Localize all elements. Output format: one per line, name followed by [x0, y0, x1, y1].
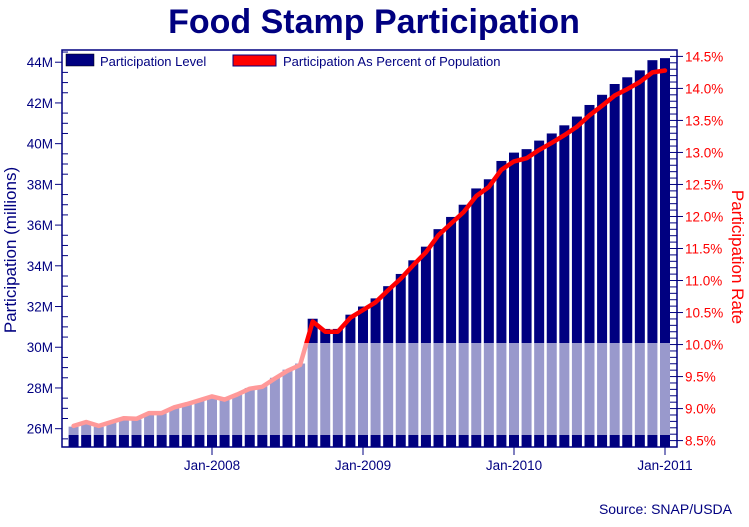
right-tick-label: 9.0% [685, 402, 716, 417]
left-tick-label: 42M [27, 96, 53, 111]
rate-point [638, 80, 642, 84]
rate-point [361, 308, 365, 312]
bar [68, 426, 79, 447]
legend-swatch-rate [232, 54, 277, 67]
x-tick-label: Jan-2010 [486, 458, 542, 473]
bar [446, 216, 457, 447]
rate-point [323, 330, 327, 334]
bar [660, 58, 670, 448]
rate-point [487, 185, 491, 189]
bar [647, 60, 658, 448]
left-tick-label: 30M [27, 340, 53, 355]
right-tick-label: 12.5% [685, 177, 723, 192]
legend-label-level: Participation Level [100, 54, 206, 69]
rate-point [562, 133, 566, 137]
rate-point [348, 316, 352, 320]
rate-point [336, 330, 340, 334]
right-tick-label: 14.0% [685, 81, 723, 96]
bar [93, 426, 104, 447]
x-tick-label: Jan-2009 [335, 458, 391, 473]
rate-point [399, 277, 403, 281]
rate-point [449, 222, 453, 226]
rate-point [525, 156, 529, 160]
right-tick-label: 9.5% [685, 370, 716, 385]
bar [471, 188, 482, 447]
bar [509, 152, 519, 447]
right-tick-label: 13.5% [685, 113, 723, 128]
chart-title: Food Stamp Participation [168, 3, 580, 41]
left-tick-label: 44M [27, 55, 53, 70]
left-tick-label: 26M [27, 422, 53, 437]
bar [559, 125, 570, 448]
watermark [63, 343, 676, 435]
left-axis-label: Participation (millions) [1, 167, 20, 333]
bar [483, 179, 494, 447]
bar [634, 70, 645, 447]
rate-point [474, 194, 478, 198]
rate-point [588, 113, 591, 117]
legend-swatch-level [65, 53, 95, 67]
rate-point [462, 210, 466, 214]
rate-point [411, 263, 415, 267]
x-tick-label: Jan-2008 [184, 458, 240, 473]
bar [609, 83, 620, 448]
rate-point [437, 233, 440, 237]
rate-point [613, 93, 617, 97]
left-tick-label: 28M [27, 381, 53, 396]
left-tick-label: 36M [27, 218, 53, 233]
right-tick-label: 8.5% [685, 434, 716, 449]
bar [584, 104, 595, 447]
right-axis: 8.5% 9.0% 9.5% 10.0% 10.5% 11.0% 11.5% 12.0% 12.… [670, 49, 723, 449]
rate-point [537, 148, 541, 152]
rate-point [575, 125, 579, 129]
rate-point [374, 300, 378, 304]
bar [521, 149, 532, 448]
rate-point [625, 87, 629, 91]
bar [433, 229, 444, 447]
rate-point [663, 68, 667, 72]
bar [622, 77, 633, 447]
left-tick-label: 38M [27, 177, 53, 192]
x-tick-label: Jan-2011 [637, 458, 692, 473]
bar [534, 140, 545, 447]
rate-point [650, 70, 654, 74]
right-tick-label: 11.0% [685, 274, 722, 289]
bar [496, 160, 507, 447]
right-tick-label: 10.5% [685, 306, 723, 321]
right-tick-label: 14.5% [685, 49, 723, 64]
rate-point [424, 250, 428, 254]
bar [597, 94, 608, 448]
right-tick-label: 10.0% [685, 338, 723, 353]
rate-point [386, 288, 390, 292]
watermark-banner [63, 343, 676, 435]
left-tick-label: 32M [27, 300, 53, 315]
bar [546, 133, 557, 447]
rate-point [512, 159, 516, 163]
left-tick-label: 34M [27, 259, 53, 274]
legend: Participation Level Participation As Per… [65, 53, 501, 69]
rate-point [311, 319, 315, 323]
right-tick-label: 13.0% [685, 145, 723, 160]
left-tick-label: 40M [27, 137, 53, 152]
bar [458, 204, 469, 447]
right-axis-label: Participation Rate [728, 190, 747, 324]
rate-point [600, 104, 604, 108]
x-axis: Jan-2008 Jan-2009 Jan-2010 Jan-2011 [184, 441, 693, 473]
legend-label-rate: Participation As Percent of Population [283, 54, 501, 69]
left-axis: 26M 28M 30M 32M 34M 36M 38M 40M 42M 44M [27, 51, 68, 440]
rate-point [550, 141, 554, 145]
right-tick-label: 12.0% [685, 209, 723, 224]
right-tick-label: 11.5% [685, 242, 722, 257]
bar [571, 116, 582, 447]
rate-point [499, 168, 503, 172]
source-note: Source: SNAP/USDA [599, 501, 733, 517]
